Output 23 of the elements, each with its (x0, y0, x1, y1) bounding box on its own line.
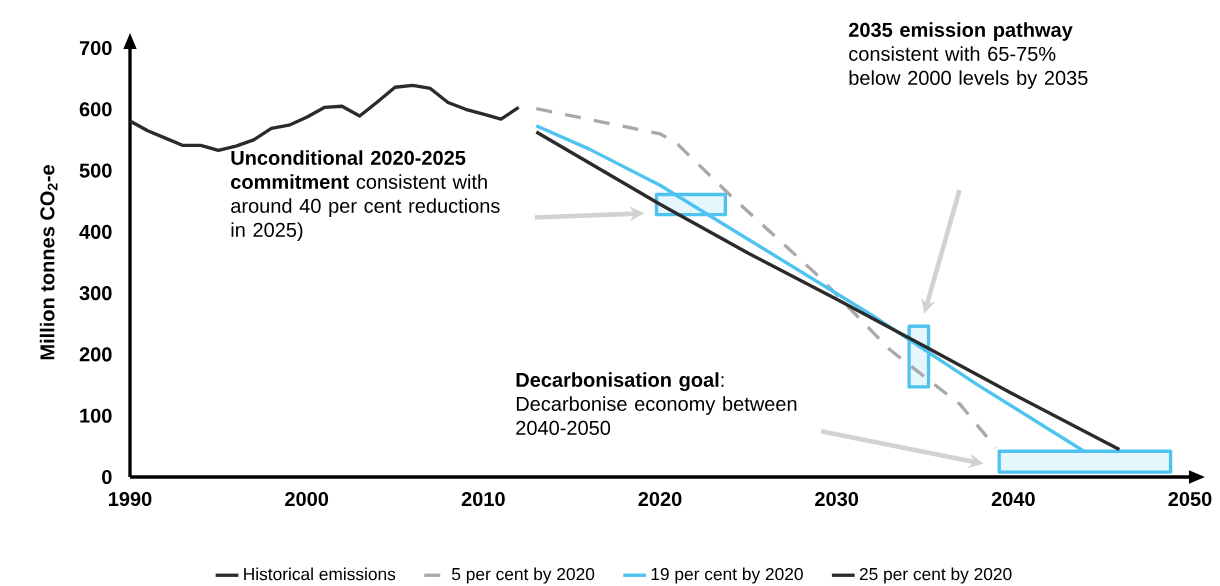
x-tick-label: 2050 (1168, 491, 1212, 507)
y-tick-label: 400 (79, 224, 112, 239)
annotation: 2035 emission pathway consistent with 65-75% below 2000 levels by 2035 (848, 22, 1088, 89)
x-tick-label: 2010 (461, 491, 505, 507)
y-tick-label: 300 (79, 286, 112, 301)
y-axis-title: Million tonnes CO$_{2}$-e (39, 165, 58, 360)
y-tick-label: 700 (79, 40, 112, 56)
y-tick-label: 200 (79, 347, 112, 362)
legend-label: 19 per cent by 2020 (651, 567, 803, 584)
annotation: Unconditional 2020-2025 commitment consistent with around 40 per cent reductions in 2025) (231, 150, 500, 241)
x-tick-label: 2020 (638, 491, 682, 507)
legend-label: Historical emissions (244, 567, 396, 581)
y-tick-label: 100 (80, 408, 112, 423)
x-tick-label: 2000 (285, 491, 329, 507)
legend-label: 25 per cent by 2020 (859, 567, 1012, 584)
y-tick-label: 0 (102, 469, 112, 485)
x-tick-label: 2030 (815, 491, 859, 507)
y-tick-label: 600 (79, 102, 112, 117)
legend-label: 5 per cent by 2020 (452, 567, 595, 584)
x-tick-label: 2040 (991, 491, 1035, 507)
x-tick-label: 1990 (109, 491, 152, 507)
annotation: Decarbonisation goal: Decarbonise economy between 2040-2050 (516, 372, 797, 435)
y-tick-label: 500 (79, 163, 112, 178)
